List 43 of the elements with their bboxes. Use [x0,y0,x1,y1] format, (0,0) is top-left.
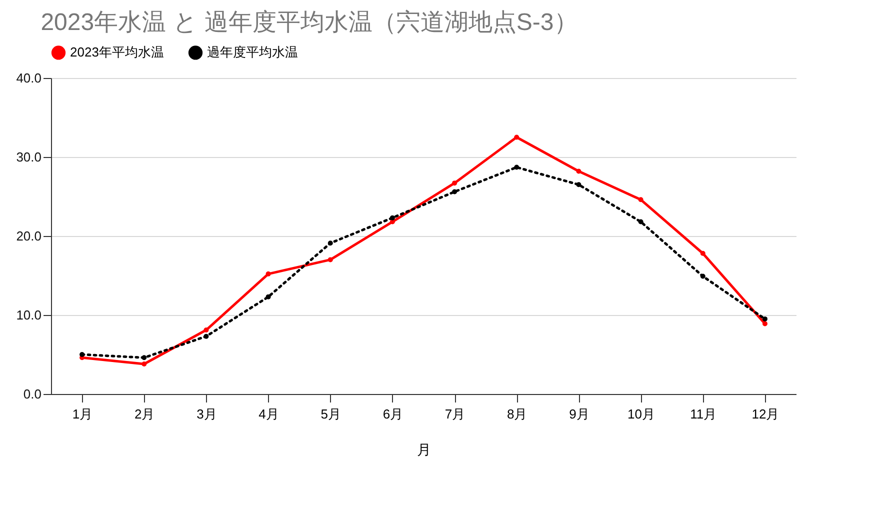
x-tick-label: 10月 [628,406,656,422]
x-tick-label: 12月 [752,406,780,422]
point [390,215,395,220]
x-tick-label: 6月 [382,406,404,422]
point [514,134,520,140]
y-tick-label: 10.0 [16,308,42,322]
point [204,334,209,339]
point [700,250,706,256]
legend-label: 2023年平均水温 [70,44,164,60]
point [142,361,147,366]
legend-label: 過年度平均水温 [207,44,298,60]
x-tick-label: 9月 [569,406,590,422]
point [762,316,768,322]
x-tick-label: 11月 [690,406,717,422]
x-tick-label: 7月 [444,406,466,422]
point [80,352,85,357]
point [638,219,644,224]
point [142,355,147,360]
x-tick-label: 4月 [258,406,279,422]
y-tick-label: 40.0 [16,70,42,86]
y-tick-label: 20.0 [16,228,42,244]
point [328,240,333,246]
point [762,321,768,326]
point [514,164,520,170]
x-tick-label: 2月 [134,406,155,422]
chart-title: 2023年水温 と 過年度平均水温（宍道湖地点S-3） [40,9,578,36]
x-tick-label: 1月 [72,406,93,422]
point [328,257,333,262]
point [700,274,706,279]
point [266,294,271,300]
point [452,180,458,186]
x-tick-label: 5月 [320,406,341,422]
point [266,271,271,276]
point [576,182,582,188]
x-axis-title: 月 [417,442,431,458]
point [638,197,644,202]
x-tick-label: 3月 [196,406,217,422]
point [576,168,582,174]
y-tick-label: 30.0 [16,150,42,164]
x-tick-label: 8月 [507,406,528,422]
point [204,328,209,333]
y-tick-label: 0.0 [23,386,42,402]
point [452,189,458,194]
